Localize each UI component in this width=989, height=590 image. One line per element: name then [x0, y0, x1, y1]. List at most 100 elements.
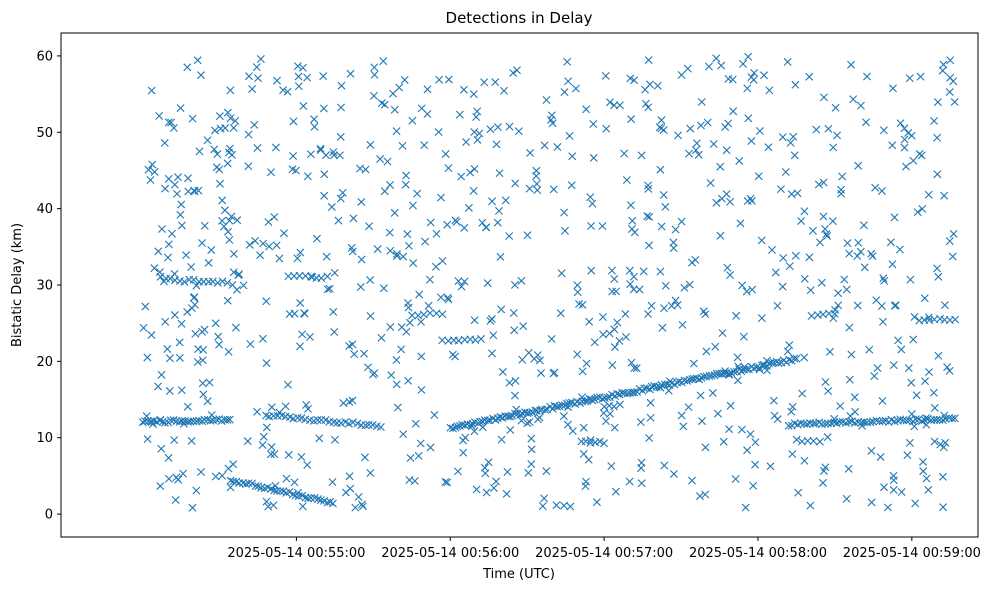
data-point-x-marker: [798, 389, 807, 398]
data-point-x-marker: [527, 460, 536, 469]
data-point-x-marker: [314, 495, 323, 503]
data-point-x-marker: [904, 128, 913, 137]
data-point-x-marker: [319, 72, 328, 81]
data-point-x-marker: [482, 488, 491, 497]
data-point-x-marker: [765, 86, 774, 95]
data-point-x-marker: [289, 117, 298, 126]
data-point-x-marker: [426, 443, 435, 452]
data-point-x-marker: [946, 56, 955, 65]
data-point-x-marker: [320, 191, 329, 200]
data-point-x-marker: [917, 417, 926, 426]
data-point-x-marker: [697, 97, 706, 106]
data-point-x-marker: [566, 502, 575, 511]
data-point-x-marker: [377, 333, 386, 342]
data-point-x-marker: [778, 282, 787, 291]
data-point-x-marker: [910, 422, 919, 431]
data-point-x-marker: [726, 271, 735, 280]
y-tick-label: 10: [36, 431, 53, 446]
data-point-x-marker: [563, 57, 572, 66]
data-point-x-marker: [155, 111, 164, 120]
data-point-x-marker: [156, 272, 165, 281]
data-point-x-marker: [267, 403, 276, 412]
data-point-x-marker: [644, 103, 653, 112]
data-point-x-marker: [925, 368, 934, 377]
data-point-x-marker: [669, 469, 678, 478]
data-point-x-marker: [806, 286, 815, 295]
data-point-x-marker: [733, 353, 742, 362]
data-point-x-marker: [417, 352, 426, 361]
data-point-x-marker: [880, 483, 889, 492]
data-point-x-marker: [924, 313, 933, 322]
data-point-x-marker: [660, 461, 669, 470]
data-point-x-marker: [215, 112, 224, 121]
data-point-x-marker: [547, 111, 556, 120]
data-point-x-marker: [889, 471, 898, 480]
data-point-x-marker: [600, 439, 609, 448]
data-point-x-marker: [563, 420, 572, 429]
data-point-x-marker: [922, 420, 931, 429]
data-point-x-marker: [540, 141, 549, 150]
data-point-x-marker: [751, 460, 760, 469]
data-point-x-marker: [283, 380, 292, 389]
data-point-x-marker: [423, 85, 432, 94]
data-point-x-marker: [220, 222, 228, 231]
data-point-x-marker: [561, 226, 570, 235]
data-point-x-marker: [907, 410, 916, 418]
data-point-x-marker: [469, 186, 478, 195]
data-point-x-marker: [289, 152, 298, 161]
data-point-x-marker: [879, 126, 888, 135]
data-point-x-marker: [470, 164, 479, 173]
data-point-x-marker: [644, 310, 653, 318]
data-point-x-marker: [776, 185, 785, 194]
data-point-x-marker: [725, 370, 734, 379]
data-point-x-marker: [803, 436, 812, 445]
data-point-x-marker: [330, 328, 339, 336]
data-point-x-marker: [165, 387, 174, 396]
data-point-x-marker: [303, 73, 312, 82]
data-point-x-marker: [323, 272, 332, 281]
data-point-x-marker: [701, 490, 710, 499]
data-point-x-marker: [581, 437, 590, 446]
data-point-x-marker: [622, 333, 630, 342]
data-point-x-marker: [270, 213, 279, 222]
data-point-x-marker: [737, 425, 746, 434]
data-point-x-marker: [657, 116, 666, 125]
data-point-x-marker: [298, 330, 307, 339]
data-point-x-marker: [160, 138, 169, 147]
data-point-x-marker: [525, 408, 534, 417]
data-point-x-marker: [867, 446, 876, 455]
data-point-x-marker: [734, 362, 743, 371]
data-point-x-marker: [644, 184, 653, 193]
data-point-x-marker: [747, 73, 756, 82]
data-point-x-marker: [177, 386, 186, 395]
data-point-x-marker: [823, 232, 832, 241]
x-tick-label: 2025-05-14 00:55:00: [227, 546, 365, 561]
data-point-x-marker: [294, 488, 302, 497]
data-point-x-marker: [373, 245, 382, 254]
data-point-x-marker: [738, 281, 747, 290]
data-point-x-marker: [559, 501, 568, 510]
data-point-x-marker: [685, 280, 694, 289]
data-point-x-marker: [859, 221, 868, 230]
data-point-x-marker: [262, 497, 271, 506]
data-point-x-marker: [608, 361, 617, 370]
data-point-x-marker: [689, 359, 698, 368]
data-point-x-marker: [814, 180, 823, 189]
data-point-x-marker: [635, 285, 644, 294]
data-point-x-marker: [147, 331, 156, 340]
data-point-x-marker: [791, 80, 800, 89]
data-point-x-marker: [288, 490, 297, 499]
data-point-x-marker: [208, 277, 217, 286]
data-point-x-marker: [948, 252, 957, 261]
data-point-x-marker: [517, 276, 526, 285]
data-point-x-marker: [310, 115, 319, 124]
data-point-x-marker: [169, 123, 178, 132]
data-point-x-marker: [909, 156, 918, 165]
data-point-x-marker: [701, 443, 710, 452]
data-point-x-marker: [900, 143, 909, 152]
data-point-x-marker: [213, 150, 222, 159]
data-point-x-marker: [842, 494, 851, 503]
data-point-x-marker: [645, 80, 654, 89]
data-point-x-marker: [398, 141, 407, 150]
